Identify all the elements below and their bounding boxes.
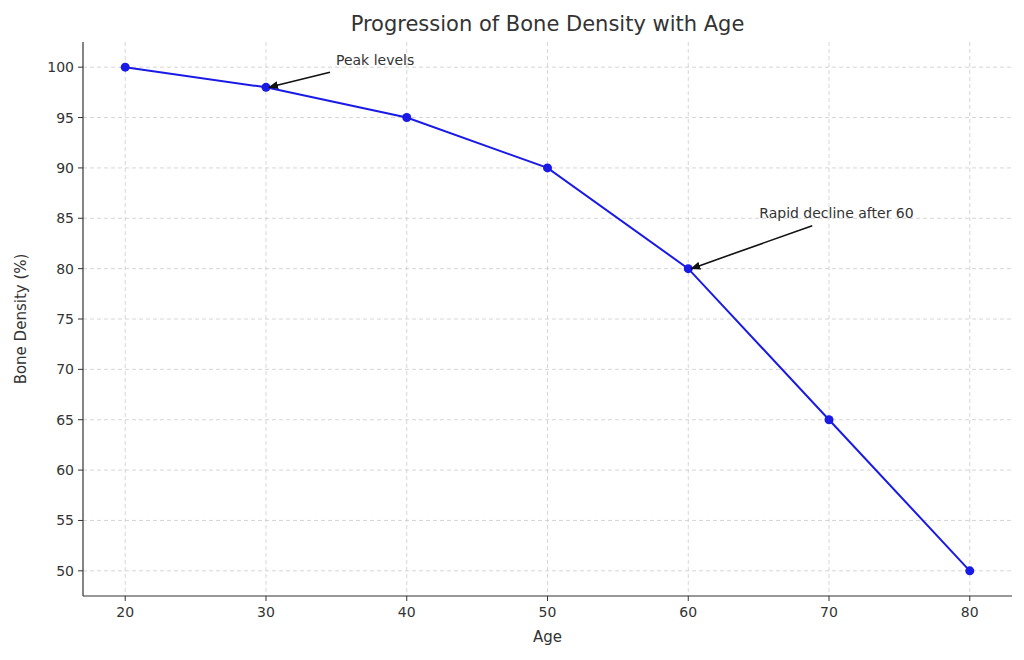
y-tick <box>78 520 83 521</box>
y-tick <box>78 117 83 118</box>
y-tick-label: 65 <box>56 412 74 428</box>
y-tick-label: 100 <box>47 59 74 75</box>
x-tick-label: 40 <box>398 604 416 620</box>
x-tick <box>829 596 830 601</box>
y-tick-label: 70 <box>56 361 74 377</box>
x-tick <box>547 596 548 601</box>
data-point <box>121 63 130 72</box>
y-tick-label: 80 <box>56 261 74 277</box>
annotation-text: Peak levels <box>336 52 414 68</box>
x-tick-label: 70 <box>820 604 838 620</box>
y-tick <box>78 268 83 269</box>
y-tick <box>78 167 83 168</box>
x-tick <box>969 596 970 601</box>
y-grid-line <box>83 520 1012 521</box>
y-tick-label: 50 <box>56 563 74 579</box>
y-tick-label: 95 <box>56 110 74 126</box>
x-tick-label: 50 <box>539 604 557 620</box>
plot-area <box>121 63 975 576</box>
y-tick-label: 55 <box>56 512 74 528</box>
x-tick-label: 30 <box>257 604 275 620</box>
chart: 20 30 40 50 60 70 80 50 55 60 65 70 75 80 85 90 95 100 Pro… <box>0 0 1024 660</box>
y-grid-line <box>83 470 1012 471</box>
x-tick <box>688 596 689 601</box>
y-grid-line <box>83 268 1012 269</box>
annotation-arrow <box>691 226 812 269</box>
y-grid-line <box>83 117 1012 118</box>
axes: 20 30 40 50 60 70 80 50 55 60 65 70 75 80 85 90 95 100 <box>47 42 1012 620</box>
x-tick <box>265 596 266 601</box>
data-point <box>825 415 834 424</box>
x-grid-line <box>969 42 970 596</box>
x-tick <box>125 596 126 601</box>
x-tick-label: 80 <box>961 604 979 620</box>
y-grid-line <box>83 419 1012 420</box>
y-tick <box>78 419 83 420</box>
y-grid-line <box>83 570 1012 571</box>
y-tick <box>78 319 83 320</box>
y-grid-line <box>83 319 1012 320</box>
y-tick-label: 90 <box>56 160 74 176</box>
chart-root: 20 30 40 50 60 70 80 50 55 60 65 70 75 80 85 90 95 100 Pro… <box>0 0 1024 660</box>
data-point <box>402 113 411 122</box>
y-tick <box>78 570 83 571</box>
chart-title: Progression of Bone Density with Age <box>351 12 745 36</box>
y-tick <box>78 369 83 370</box>
grid <box>83 42 1012 596</box>
y-tick-label: 85 <box>56 210 74 226</box>
data-point <box>543 163 552 172</box>
y-tick <box>78 470 83 471</box>
annotation-arrow <box>269 72 330 87</box>
y-grid-line <box>83 369 1012 370</box>
x-tick-label: 60 <box>679 604 697 620</box>
data-point <box>965 566 974 575</box>
y-grid-line <box>83 67 1012 68</box>
y-axis-label: Bone Density (%) <box>12 254 30 385</box>
x-tick <box>406 596 407 601</box>
x-axis-label: Age <box>533 628 562 646</box>
data-line <box>125 67 970 571</box>
annotation-text: Rapid decline after 60 <box>759 205 913 221</box>
annotations: Peak levels Rapid decline after 60 <box>269 52 914 268</box>
x-tick-label: 20 <box>116 604 134 620</box>
y-tick <box>78 67 83 68</box>
y-tick-label: 60 <box>56 462 74 478</box>
y-tick-label: 75 <box>56 311 74 327</box>
y-tick <box>78 218 83 219</box>
